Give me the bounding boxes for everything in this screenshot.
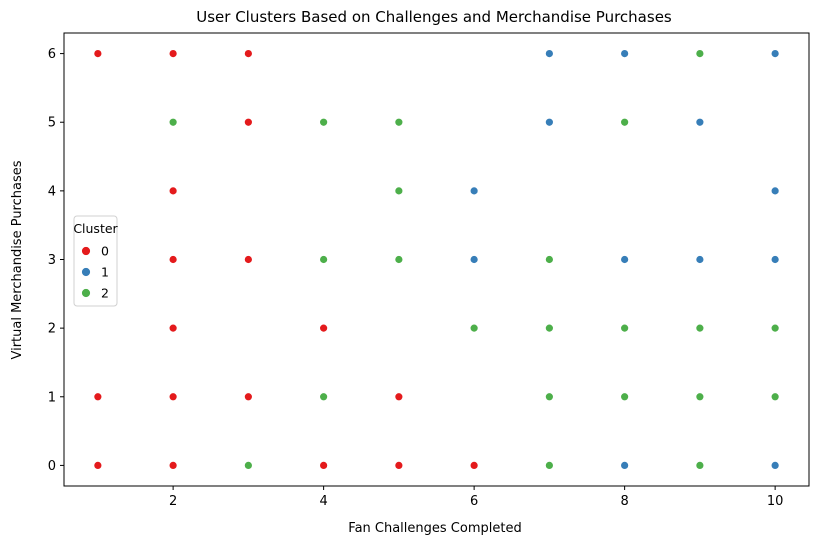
x-tick-label: 4: [319, 494, 327, 509]
legend-marker: [81, 288, 91, 298]
point-cluster-2: [544, 255, 554, 264]
y-tick-label: 1: [48, 390, 56, 405]
point-cluster-0: [93, 461, 103, 470]
point-cluster-2: [695, 323, 705, 333]
point-cluster-2: [620, 392, 630, 402]
point-cluster-2: [544, 392, 554, 402]
point-cluster-0: [168, 392, 178, 402]
point-cluster-1: [770, 186, 780, 196]
point-cluster-1: [469, 186, 479, 196]
point-cluster-0: [93, 49, 103, 58]
point-cluster-2: [544, 323, 554, 333]
point-cluster-2: [394, 186, 404, 196]
point-cluster-0: [469, 461, 479, 470]
y-tick-label: 5: [48, 116, 56, 131]
point-cluster-2: [168, 117, 178, 127]
point-cluster-1: [695, 255, 705, 264]
point-cluster-2: [770, 323, 780, 333]
point-cluster-2: [319, 117, 329, 127]
legend-marker: [81, 246, 91, 256]
point-cluster-0: [168, 255, 178, 264]
point-cluster-2: [394, 117, 404, 127]
legend-label: 2: [101, 286, 109, 301]
y-tick-label: 2: [48, 322, 56, 337]
point-cluster-0: [168, 186, 178, 196]
point-cluster-2: [770, 392, 780, 402]
point-cluster-0: [394, 392, 404, 402]
legend-label: 1: [101, 265, 109, 280]
point-cluster-1: [544, 117, 554, 127]
point-cluster-2: [695, 392, 705, 402]
point-cluster-1: [695, 117, 705, 127]
y-tick-label: 4: [48, 184, 56, 199]
x-axis-label: Fan Challenges Completed: [348, 521, 521, 536]
legend-title: Cluster: [73, 221, 118, 236]
point-cluster-0: [394, 461, 404, 470]
point-cluster-2: [394, 255, 404, 264]
point-cluster-0: [319, 323, 329, 333]
point-cluster-1: [620, 49, 630, 58]
chart-title: User Clusters Based on Challenges and Me…: [196, 8, 672, 26]
legend-label: 0: [101, 244, 109, 259]
points-layer: [93, 49, 780, 470]
point-cluster-0: [243, 392, 253, 402]
point-cluster-1: [620, 461, 630, 470]
point-cluster-1: [469, 255, 479, 264]
x-tick-label: 6: [470, 494, 478, 509]
x-tick-label: 10: [767, 494, 784, 509]
point-cluster-2: [243, 461, 253, 470]
y-tick-label: 3: [48, 253, 56, 268]
x-tick-label: 2: [169, 494, 177, 509]
x-tick-label: 8: [620, 494, 628, 509]
point-cluster-0: [168, 323, 178, 333]
point-cluster-0: [168, 49, 178, 58]
point-cluster-2: [319, 392, 329, 402]
point-cluster-0: [243, 117, 253, 127]
point-cluster-1: [770, 255, 780, 264]
point-cluster-2: [620, 117, 630, 127]
point-cluster-2: [620, 323, 630, 333]
legend-box: [73, 215, 118, 307]
legend-marker: [81, 267, 91, 277]
point-cluster-0: [168, 461, 178, 470]
point-cluster-1: [770, 49, 780, 58]
y-tick-label: 0: [48, 459, 56, 474]
point-cluster-2: [695, 461, 705, 470]
point-cluster-1: [620, 255, 630, 264]
point-cluster-0: [243, 49, 253, 58]
point-cluster-0: [319, 461, 329, 470]
legend: Cluster 0 1 2: [73, 215, 119, 307]
y-axis-label: Virtual Merchandise Purchases: [10, 160, 25, 359]
point-cluster-1: [544, 49, 554, 58]
point-cluster-2: [695, 49, 705, 58]
point-cluster-2: [469, 323, 479, 333]
point-cluster-2: [319, 255, 329, 264]
y-tick-label: 6: [48, 47, 56, 62]
point-cluster-0: [93, 392, 103, 402]
point-cluster-2: [544, 461, 554, 470]
point-cluster-1: [770, 461, 780, 470]
point-cluster-0: [243, 255, 253, 264]
